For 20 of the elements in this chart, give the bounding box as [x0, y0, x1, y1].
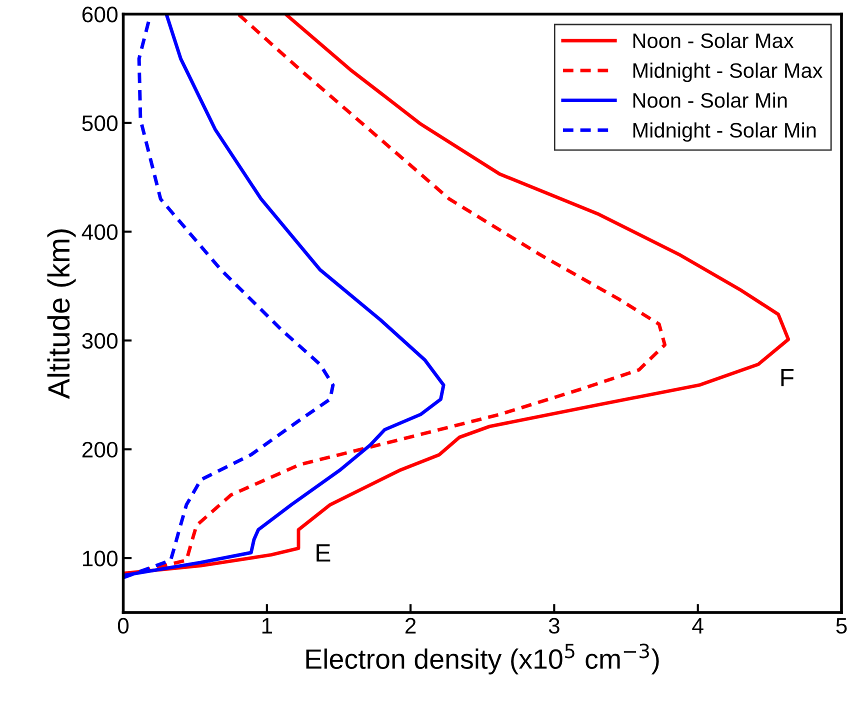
- y-tick-label: 100: [83, 550, 118, 566]
- legend-label: Noon - Solar Max: [633, 32, 794, 48]
- x-tick-label: 4: [692, 618, 704, 634]
- legend-label: Midnight - Solar Min: [633, 122, 816, 142]
- x-tick-label: 3: [548, 618, 560, 634]
- y-tick-label: 300: [82, 333, 118, 349]
- annotation: F: [781, 368, 794, 386]
- x-axis-title: Electron density (x10$^{5}$ cm$^{−3}$): [306, 644, 659, 674]
- x-tick-label: 5: [836, 618, 847, 634]
- annotation: E: [316, 544, 330, 562]
- legend-label: Noon - Solar Min: [633, 92, 787, 108]
- legend-label: Midnight - Solar Max: [633, 62, 823, 82]
- y-tick-label: 500: [82, 115, 118, 132]
- y-tick-label: 400: [82, 224, 118, 240]
- y-tick-label: 600: [82, 6, 118, 22]
- y-axis-title: Altitude (km): [47, 229, 76, 399]
- x-tick-label: 0: [118, 618, 129, 634]
- y-tick-label: 200: [82, 442, 118, 458]
- x-tick-label: 2: [405, 618, 416, 634]
- x-tick-label: 1: [262, 618, 272, 634]
